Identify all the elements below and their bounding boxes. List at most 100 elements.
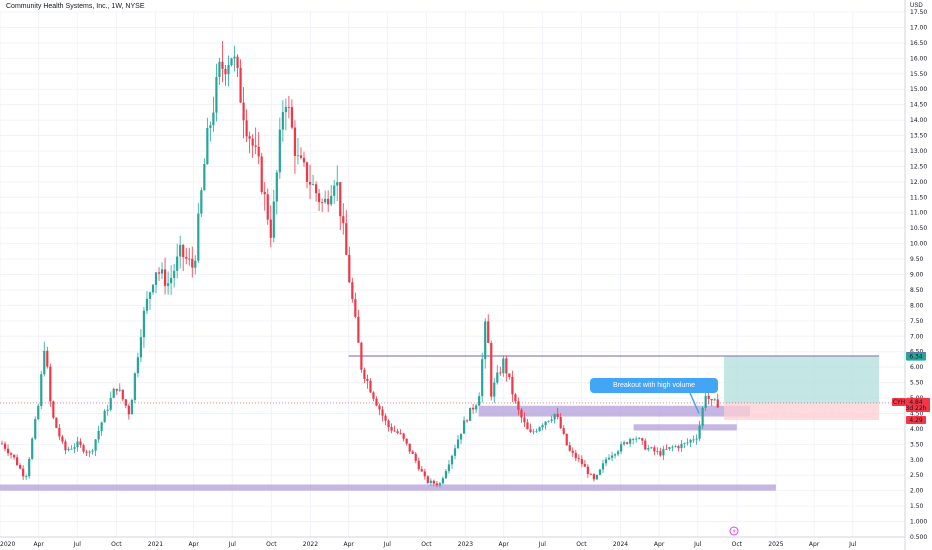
lightning-bolt [732, 528, 736, 534]
candle-body [435, 483, 438, 486]
x-tick-label: Oct [266, 541, 277, 548]
candle-body [713, 399, 716, 401]
candle-body [556, 413, 559, 417]
candle-body [523, 417, 526, 423]
candle-body [411, 451, 414, 454]
candle-body [613, 454, 617, 456]
candle-body [121, 389, 124, 400]
candle-body [378, 405, 381, 410]
breakout-annotation[interactable]: Breakout with high volume [590, 378, 718, 393]
candle-body [710, 399, 713, 401]
candle-body [342, 216, 345, 224]
candle-body [233, 56, 236, 59]
x-tick-label: Apr [809, 541, 820, 548]
candle-body [275, 172, 278, 202]
y-tick-label: 17.50 [910, 9, 927, 16]
candle-body [487, 321, 490, 343]
y-tick-label: 11.00 [910, 210, 927, 217]
x-tick-label: Jul [383, 541, 392, 548]
currency-label: USD [910, 3, 923, 9]
candle-body [28, 458, 31, 477]
candle-body [287, 106, 290, 108]
y-tick-label: 0.500 [910, 534, 927, 541]
price-tag-target [906, 352, 926, 361]
candle-body [351, 282, 354, 300]
candle-body [677, 446, 680, 449]
candle-body [541, 425, 544, 428]
candle-body [167, 283, 170, 286]
y-tick-label: 16.50 [910, 40, 927, 47]
candle-body [46, 350, 49, 367]
candle-body [142, 310, 146, 338]
candle-body [257, 146, 260, 157]
candle-body [305, 162, 309, 183]
candle-body [148, 292, 152, 299]
candle-body [163, 269, 167, 286]
target-zone [724, 356, 880, 403]
x-tick-label: 2020 [0, 541, 15, 548]
candle-body [623, 442, 626, 445]
candle-body [484, 321, 487, 360]
x-tick-label: 2021 [148, 541, 163, 548]
y-tick-label: 7.00 [910, 333, 924, 340]
candle-body [683, 443, 686, 445]
y-tick-label: 13.00 [910, 148, 927, 155]
candle-body [417, 460, 420, 470]
support-zone-bottom [0, 484, 776, 491]
x-tick-label: Apr [498, 541, 509, 548]
candle-body [716, 399, 719, 408]
candle-body [499, 372, 502, 374]
candle-body [188, 258, 191, 260]
candle-body [336, 182, 339, 186]
candle-body [462, 420, 466, 434]
candle-body [37, 406, 40, 420]
candle-body [85, 451, 88, 453]
candle-body [644, 440, 647, 450]
candle-body [641, 438, 644, 441]
x-tick-label: Apr [654, 541, 665, 548]
candle-body [49, 366, 52, 402]
candle-body [550, 419, 553, 421]
support-zone-recent [633, 424, 737, 431]
candle-body [632, 438, 635, 440]
candle-body [266, 194, 269, 220]
candle-body [58, 427, 61, 437]
y-tick-label: 15.50 [910, 71, 927, 78]
candle-body [224, 68, 227, 75]
candle-body [357, 316, 360, 343]
candle-body [438, 483, 441, 486]
candle-body [242, 102, 245, 121]
candle-body [514, 394, 517, 402]
y-tick-label: 3.50 [910, 441, 924, 448]
ticker-tag [892, 397, 906, 406]
y-tick-label: 8.50 [910, 287, 924, 294]
candle-body [97, 430, 100, 440]
candle-body [653, 447, 656, 452]
y-tick-label: 1.000 [910, 519, 927, 526]
y-tick-label: 10.00 [910, 241, 927, 248]
candle-body [100, 422, 103, 431]
candle-body [263, 192, 266, 195]
candle-body [130, 399, 133, 415]
candle-body [517, 401, 520, 410]
candle-body [230, 58, 233, 66]
candle-body [426, 476, 429, 483]
chart-title: Community Health Systems, Inc., 1W, NYSE [6, 3, 145, 10]
ticker-label: CYH [893, 399, 905, 406]
candle-body [139, 337, 143, 358]
candle-body [626, 442, 629, 444]
candle-body [701, 407, 704, 426]
candle-body [115, 388, 118, 391]
y-tick-label: 2.50 [910, 472, 924, 479]
candle-body [423, 471, 426, 477]
candle-body [70, 448, 73, 450]
candle-body [689, 439, 692, 443]
candle-body [559, 416, 562, 429]
candle-body [601, 463, 605, 470]
candle-body [520, 409, 523, 418]
candle-body [254, 145, 257, 147]
candle-body [34, 419, 37, 439]
candle-body [145, 298, 149, 311]
